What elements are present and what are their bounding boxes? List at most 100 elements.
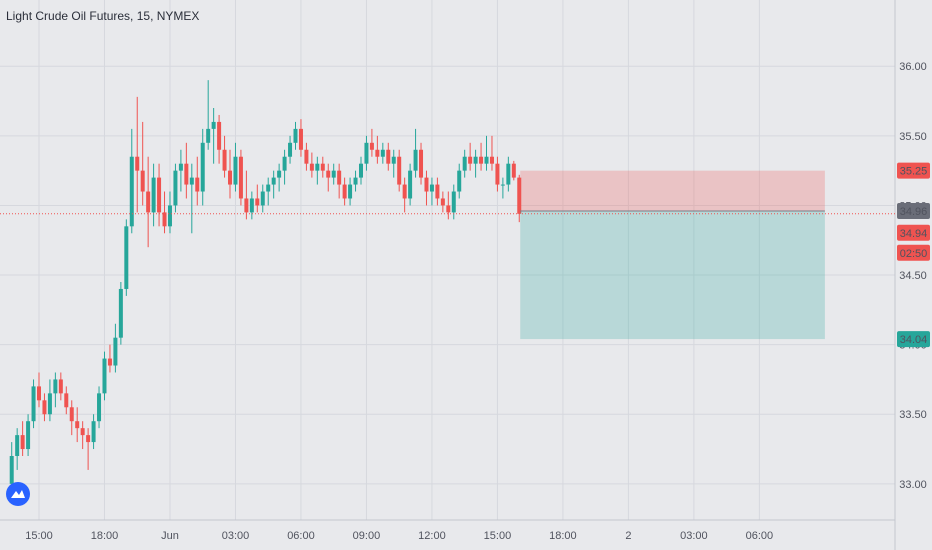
price-axis-tick-label: 33.00 — [899, 479, 927, 491]
candle-body — [315, 163, 320, 171]
candle-body — [375, 149, 380, 157]
candle-body — [424, 177, 429, 192]
candle-body — [69, 407, 74, 422]
stop-loss-zone[interactable] — [520, 170, 825, 212]
time-axis-tick-label: 03:00 — [680, 530, 708, 542]
candle-body — [91, 421, 96, 443]
candle-body — [440, 198, 445, 206]
candle-body — [320, 163, 325, 171]
candle-body — [462, 156, 467, 171]
candle-body — [249, 198, 254, 213]
time-axis-tick-label: 18:00 — [549, 530, 577, 542]
candle-body — [178, 163, 183, 171]
candle-body — [217, 121, 222, 150]
target-price-label-text: 34.04 — [900, 334, 928, 346]
candle-body — [353, 177, 358, 185]
last-price-label — [897, 224, 930, 241]
candle-body — [419, 149, 424, 178]
candle-body — [468, 156, 473, 164]
candle-body — [397, 156, 402, 185]
candle-body — [511, 163, 516, 178]
candle-body — [58, 379, 63, 394]
candle-body — [15, 435, 20, 456]
candle-body — [484, 156, 489, 164]
candle-body — [173, 170, 178, 206]
entry-price-label-text: 34.96 — [900, 206, 928, 218]
candle-body — [102, 358, 107, 394]
candle-body — [162, 212, 167, 227]
candle-body — [129, 156, 134, 227]
candle-body — [288, 142, 293, 157]
countdown-label-text: 02:50 — [900, 248, 928, 260]
candle-body — [151, 177, 156, 213]
candle-body — [255, 198, 260, 206]
countdown-label — [897, 244, 930, 261]
candle-body — [271, 177, 276, 185]
time-axis-tick-label: Jun — [161, 530, 179, 542]
candle-body — [238, 156, 243, 199]
candle-body — [184, 163, 189, 185]
take-profit-zone[interactable] — [520, 211, 825, 340]
candle-body — [435, 184, 440, 199]
candle-body — [517, 177, 522, 214]
candle-body — [42, 400, 47, 415]
candle-body — [479, 156, 484, 164]
price-axis-tick-label: 33.50 — [899, 409, 927, 421]
candle-body — [495, 163, 500, 185]
candle-body — [408, 170, 413, 199]
time-axis-tick-label: 06:00 — [287, 530, 315, 542]
candle-body — [107, 358, 112, 366]
price-axis-tick-label: 35.50 — [899, 131, 927, 143]
candle-body — [20, 435, 25, 450]
stop-price-label — [897, 162, 930, 179]
chart-title: Light Crude Oil Futures, 15, NYMEX — [6, 9, 200, 23]
candle-body — [293, 128, 298, 143]
price-axis-tick-label: 34.50 — [899, 270, 927, 282]
candle-body — [489, 156, 494, 164]
target-price-label — [897, 331, 930, 348]
candle-body — [53, 379, 58, 394]
candle-body — [342, 184, 347, 199]
candle-body — [75, 421, 80, 429]
candle-body — [506, 163, 511, 185]
candle-body — [369, 142, 374, 150]
candle-body — [446, 205, 451, 213]
candle-body — [326, 170, 331, 178]
candle-body — [244, 198, 249, 213]
last-price-label-text: 34.94 — [900, 228, 928, 240]
candle-body — [64, 393, 69, 408]
candle-body — [358, 163, 363, 178]
candle-body — [451, 191, 456, 213]
candle-body — [146, 191, 151, 213]
candle-body — [364, 142, 369, 164]
candle-body — [47, 393, 52, 415]
candle-body — [26, 421, 31, 450]
candle-body — [413, 149, 418, 171]
candle-body — [206, 128, 211, 143]
candle-body — [97, 393, 102, 422]
time-axis-tick-label: 18:00 — [91, 530, 119, 542]
entry-price-label — [897, 203, 930, 220]
candle-body — [189, 177, 194, 185]
candle-body — [135, 156, 140, 171]
candle-body — [157, 177, 162, 213]
stop-price-label-text: 35.25 — [900, 166, 928, 178]
candle-body — [457, 170, 462, 192]
candle-body — [118, 288, 123, 338]
candle-body — [195, 177, 200, 192]
candle-body — [429, 184, 434, 192]
candle-body — [266, 184, 271, 192]
candle-body — [337, 170, 342, 185]
candle-body — [391, 156, 396, 164]
candle-body — [304, 149, 309, 164]
candle-body — [37, 386, 41, 401]
candle-body — [233, 156, 238, 185]
candle-body — [113, 337, 118, 366]
candle-body — [348, 184, 353, 199]
candle-body — [80, 428, 85, 436]
candle-body — [402, 184, 407, 199]
candle-body — [309, 163, 314, 171]
tradingview-logo-icon[interactable] — [6, 482, 30, 506]
